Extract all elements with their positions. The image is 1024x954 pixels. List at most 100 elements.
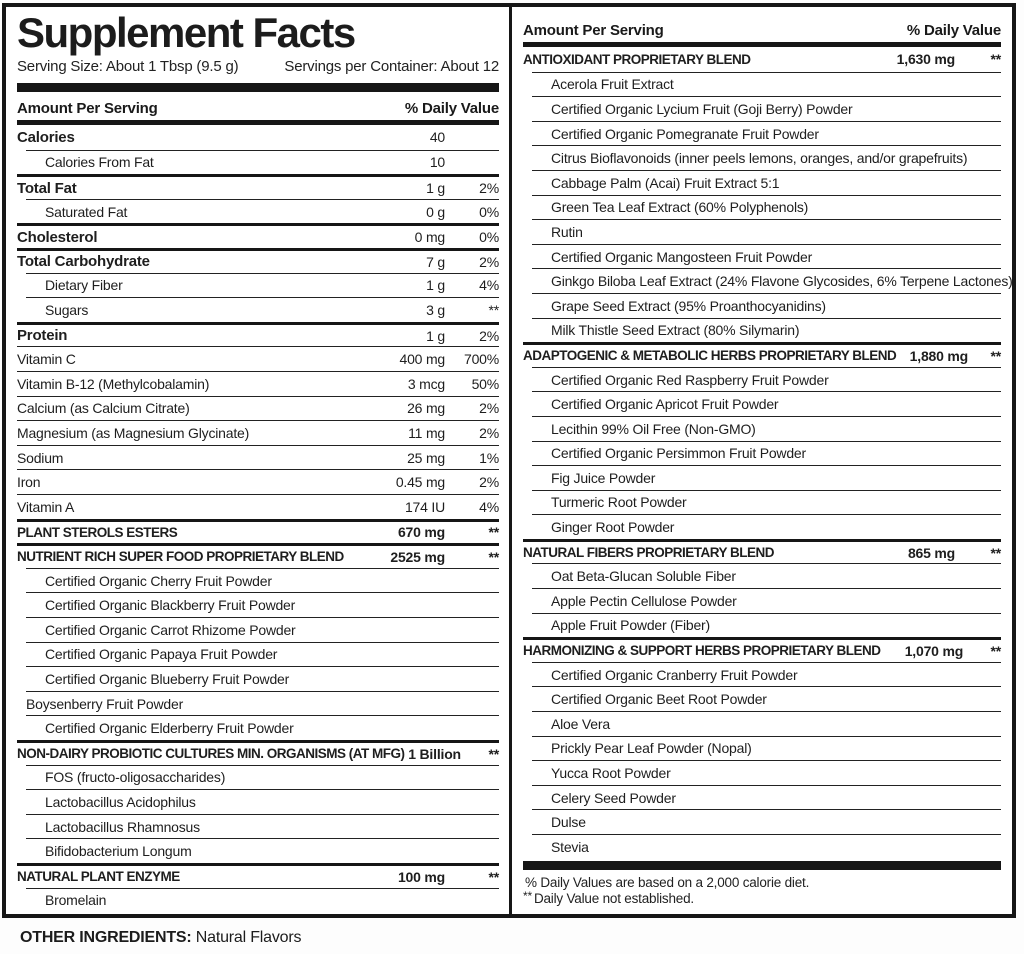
other-ingredients: OTHER INGREDIENTS: Natural Flavors <box>20 929 301 947</box>
ingredient-name: Certified Organic Cranberry Fruit Powder <box>551 666 798 683</box>
ingredient-row: Dulse <box>532 809 1001 834</box>
ingredient-daily-value: 50% <box>471 375 500 392</box>
ingredient-row: Sodium 25 mg 1% <box>17 444 499 470</box>
ingredient-amount: 11 mg <box>408 425 445 442</box>
ingredient-amount: 174 IU <box>404 498 445 515</box>
divider-bar-medium <box>523 42 1001 47</box>
ingredient-name: Ginkgo Biloba Leaf Extract (24% Flavone … <box>551 273 1012 290</box>
ingredient-amount: 1,880 mg <box>909 347 969 364</box>
ingredient-daily-value: 2% <box>479 327 499 344</box>
ingredient-row: Aloe Vera <box>532 711 1001 736</box>
column-header-right: Amount Per Serving % Daily Value <box>523 22 1001 39</box>
divider-bar-thick <box>17 83 499 93</box>
ingredient-row: Sugars 3 g ** <box>26 297 499 322</box>
ingredient-row: Rutin <box>532 219 1001 244</box>
ingredient-row: Certified Organic Blackberry Fruit Powde… <box>26 592 499 617</box>
ingredient-row: Magnesium (as Magnesium Glycinate) 11 mg 2… <box>17 420 499 445</box>
ingredient-row: Oat Beta-Glucan Soluble Fiber <box>532 563 1001 588</box>
ingredient-daily-value: 0% <box>479 203 499 220</box>
daily-value-heading: % Daily Value <box>906 22 1001 39</box>
serving-size: Serving Size: About 1 Tbsp (9.5 g) <box>17 58 239 76</box>
ingredient-name: Vitamin C <box>17 351 76 368</box>
ingredient-row: Citrus Bioflavonoids (inner peels lemons… <box>532 145 1001 170</box>
ingredient-row: Dietary Fiber 1 g 4% <box>26 272 499 298</box>
ingredient-name: Certified Organic Red Raspberry Fruit Po… <box>551 371 829 388</box>
ingredient-row: Protein 1 g 2% <box>17 321 499 347</box>
ingredient-amount: 1 g <box>426 327 445 344</box>
ingredient-row: Prickly Pear Leaf Powder (Nopal) <box>532 735 1001 761</box>
ingredient-row: Lecithin 99% Oil Free (Non-GMO) <box>532 415 1001 441</box>
footnote-not-established: ** Daily Value not established. <box>523 889 694 907</box>
ingredient-name: Citrus Bioflavonoids (inner peels lemons… <box>551 150 968 167</box>
ingredient-row: Total Carbohydrate 7 g 2% <box>17 248 499 273</box>
other-ingredients-label: OTHER INGREDIENTS: <box>20 929 192 946</box>
ingredient-amount: 1 g <box>426 277 445 294</box>
ingredient-name: Certified Organic Cherry Fruit Powder <box>45 572 272 589</box>
footnote-daily-values: % Daily Values are based on a 2,000 calo… <box>525 874 810 890</box>
ingredient-name: Total Carbohydrate <box>17 253 150 271</box>
ingredient-row: Celery Seed Powder <box>532 784 1001 810</box>
ingredient-daily-value: 1% <box>479 449 499 466</box>
ingredient-row: Yucca Root Powder <box>532 760 1001 785</box>
ingredient-name: Milk Thistle Seed Extract (80% Silymarin… <box>551 322 800 339</box>
ingredient-row: Cholesterol 0 mg 0% <box>17 223 499 248</box>
ingredient-name: Sodium <box>17 449 64 466</box>
ingredient-name: Acerola Fruit Extract <box>551 76 674 93</box>
ingredient-row: PLANT STEROLS ESTERS 670 mg ** <box>17 518 499 544</box>
ingredient-name: Apple Pectin Cellulose Powder <box>551 592 737 609</box>
facts-column-right: Amount Per Serving % Daily Value ANTIOXI… <box>509 7 1012 914</box>
ingredient-row: Vitamin C 400 mg 700% <box>17 346 499 371</box>
ingredient-daily-value: ** <box>990 51 1002 68</box>
ingredient-amount: 2525 mg <box>390 548 445 565</box>
ingredient-name: Certified Organic Carrot Rhizome Powder <box>45 621 296 638</box>
ingredient-name: Sugars <box>45 302 89 319</box>
ingredient-daily-value: 700% <box>463 351 499 368</box>
ingredient-daily-value: 0% <box>479 229 499 246</box>
ingredient-daily-value: 4% <box>479 277 499 294</box>
amount-per-serving-heading: Amount Per Serving <box>17 100 158 118</box>
ingredient-name: Calories From Fat <box>45 154 154 171</box>
ingredient-daily-value: ** <box>990 643 1002 660</box>
ingredient-daily-value: 2% <box>479 474 499 491</box>
ingredient-row: NATURAL PLANT ENZYME 100 mg ** <box>17 862 500 888</box>
ingredient-row: Certified Organic Apricot Fruit Powder <box>532 391 1001 416</box>
ingredient-row: NATURAL FIBERS PROPRIETARY BLEND 865 mg ** <box>523 538 1001 564</box>
ingredient-name: NUTRIENT RICH SUPER FOOD PROPRIETARY BLE… <box>17 549 344 565</box>
ingredient-name: Calcium (as Calcium Citrate) <box>17 400 190 417</box>
ingredient-daily-value: 2% <box>479 180 499 197</box>
ingredient-amount: 1,070 mg <box>904 643 964 660</box>
ingredient-row: Lactobacillus Acidophilus <box>26 789 499 814</box>
ingredient-name: Magnesium (as Magnesium Glycinate) <box>17 425 250 442</box>
ingredient-row: Certified Organic Red Raspberry Fruit Po… <box>532 366 1001 392</box>
ingredient-name: Bromelain <box>45 892 107 909</box>
ingredient-name: Certified Organic Persimmon Fruit Powder <box>551 445 806 462</box>
daily-value-heading: % Daily Value <box>404 100 499 118</box>
ingredient-row: Certified Organic Papaya Fruit Powder <box>26 641 499 667</box>
amount-per-serving-heading: Amount Per Serving <box>523 22 664 39</box>
divider-bar-thick <box>523 860 1001 870</box>
ingredient-amount: 1 Billion <box>408 745 461 762</box>
ingredient-name: Certified Organic Papaya Fruit Powder <box>45 646 278 663</box>
ingredient-amount: 670 mg <box>397 524 445 541</box>
ingredient-row: Saturated Fat 0 g 0% <box>26 198 499 224</box>
ingredient-name: Certified Organic Beet Root Powder <box>551 691 767 708</box>
ingredient-name: Calories <box>17 128 75 146</box>
ingredient-row: Turmeric Root Powder <box>532 489 1001 515</box>
ingredient-name: Celery Seed Powder <box>551 789 676 806</box>
ingredient-daily-value: ** <box>488 868 500 885</box>
ingredient-name: Green Tea Leaf Extract (60% Polyphenols) <box>551 199 809 216</box>
ingredient-name: Iron <box>17 474 41 491</box>
ingredient-row: ADAPTOGENIC & METABOLIC HERBS PROPRIETAR… <box>523 342 1001 367</box>
ingredient-row: Certified Organic Cranberry Fruit Powder <box>532 661 1001 687</box>
ingredient-row: Certified Organic Lycium Fruit (Goji Ber… <box>532 96 1001 121</box>
ingredient-row: ANTIOXIDANT PROPRIETARY BLEND 1,630 mg ** <box>523 47 1001 72</box>
ingredient-amount: 10 <box>429 154 445 171</box>
ingredient-row: Bromelain <box>26 887 499 913</box>
ingredient-name: Rutin <box>551 223 583 240</box>
ingredient-name: Ginger Root Powder <box>551 519 675 536</box>
ingredient-name: NATURAL PLANT ENZYME <box>17 868 180 884</box>
ingredient-row: Ginger Root Powder <box>532 514 1001 539</box>
ingredient-name: Certified Organic Blueberry Fruit Powder <box>45 670 290 687</box>
ingredient-row: Bifidobacterium Longum <box>26 838 499 863</box>
ingredient-daily-value: ** <box>990 347 1002 364</box>
